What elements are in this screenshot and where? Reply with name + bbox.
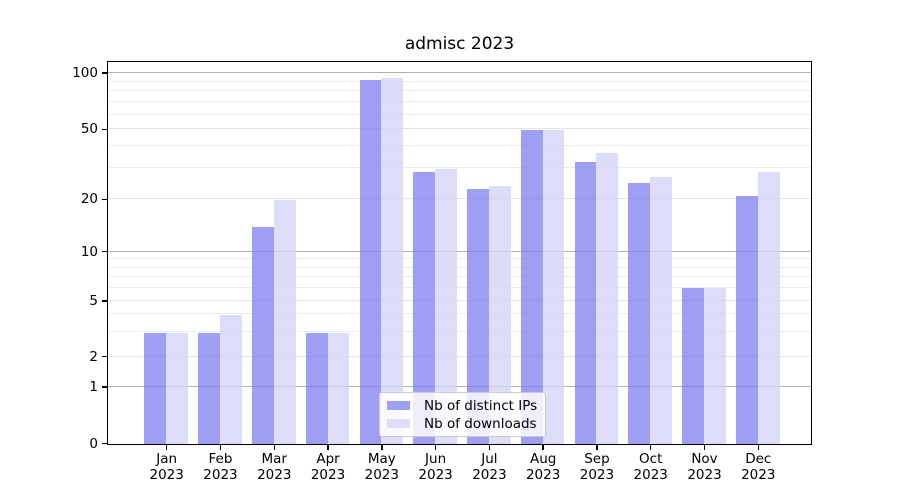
gridline-y-30 xyxy=(108,167,811,169)
y-tick-label: 2 xyxy=(89,348,98,365)
gridline-y-9 xyxy=(108,258,811,260)
bar-nb-of-distinct-ips-aug-2023 xyxy=(520,129,543,444)
bar-nb-of-downloads-feb-2023 xyxy=(219,315,242,444)
bar-nb-of-downloads-mar-2023 xyxy=(273,199,296,444)
x-tick-label: Apr 2023 xyxy=(310,451,346,483)
bar-nb-of-distinct-ips-jan-2023 xyxy=(144,332,167,444)
gridline-y-90 xyxy=(108,80,811,82)
bar-nb-of-distinct-ips-nov-2023 xyxy=(682,288,704,444)
legend: Nb of distinct IPs Nb of downloads xyxy=(379,392,546,437)
bar-nb-of-downloads-may-2023 xyxy=(381,77,404,444)
gridline-y-4 xyxy=(108,313,811,315)
y-tick-mark-20 xyxy=(102,198,107,201)
bar-nb-of-distinct-ips-jun-2023 xyxy=(413,171,436,444)
bar-nb-of-downloads-aug-2023 xyxy=(542,129,565,444)
chart-title: admisc 2023 xyxy=(404,34,515,54)
x-tick-mark-6 xyxy=(434,445,437,450)
x-tick-mark-10 xyxy=(650,445,652,450)
bar-nb-of-distinct-ips-sep-2023 xyxy=(574,161,597,444)
x-tick-label: May 2023 xyxy=(364,451,399,483)
x-tick-label: Jan 2023 xyxy=(149,451,184,483)
gridline-y-5 xyxy=(108,299,811,301)
y-tick-label: 1 xyxy=(89,379,98,396)
legend-label: Nb of distinct IPs xyxy=(424,397,538,414)
legend-row: Nb of distinct IPs xyxy=(387,399,545,413)
gridline-y-10 xyxy=(108,250,811,252)
bar-nb-of-distinct-ips-oct-2023 xyxy=(628,182,651,444)
x-tick-mark-4 xyxy=(327,445,329,450)
bar-nb-of-downloads-dec-2023 xyxy=(757,171,780,444)
bar-nb-of-downloads-oct-2023 xyxy=(650,177,673,444)
legend-row: Nb of downloads xyxy=(387,417,545,431)
y-tick-mark-2 xyxy=(102,356,107,358)
x-tick-mark-7 xyxy=(488,445,491,450)
gridline-y-20 xyxy=(108,198,811,200)
bar-nb-of-downloads-jan-2023 xyxy=(166,332,188,444)
x-tick-mark-1 xyxy=(166,445,168,450)
x-tick-label: Mar 2023 xyxy=(257,451,292,483)
gridline-y-80 xyxy=(108,90,811,92)
gridline-y-2 xyxy=(108,355,811,357)
gridline-y-7 xyxy=(108,276,811,277)
bar-nb-of-downloads-jul-2023 xyxy=(488,186,511,444)
x-tick-label: Sep 2023 xyxy=(579,451,615,483)
bar-nb-of-downloads-apr-2023 xyxy=(327,332,350,444)
plot-canvas xyxy=(108,62,811,444)
plot-area xyxy=(107,61,812,445)
bar-nb-of-distinct-ips-dec-2023 xyxy=(735,196,758,444)
x-tick-label: Jun 2023 xyxy=(418,451,453,483)
legend-swatch-distinct-ips xyxy=(387,400,410,411)
x-tick-label: Dec 2023 xyxy=(741,451,776,483)
gridline-y-1 xyxy=(108,386,811,388)
y-tick-label: 0 xyxy=(89,435,98,452)
x-tick-label: Feb 2023 xyxy=(203,451,238,483)
y-tick-label: 5 xyxy=(89,292,98,309)
x-tick-mark-3 xyxy=(273,445,275,450)
y-tick-mark-1 xyxy=(102,386,107,388)
bar-nb-of-distinct-ips-mar-2023 xyxy=(251,226,274,444)
bar-nb-of-downloads-jun-2023 xyxy=(435,168,457,444)
legend-swatch-downloads xyxy=(387,418,410,429)
y-tick-mark-10 xyxy=(102,251,107,253)
x-tick-label: Oct 2023 xyxy=(633,451,668,483)
y-tick-label: 50 xyxy=(80,121,98,138)
x-tick-mark-12 xyxy=(757,445,759,450)
y-tick-label: 20 xyxy=(80,191,98,208)
x-tick-label: Jul 2023 xyxy=(472,451,507,483)
gridline-y-3 xyxy=(108,331,811,333)
gridline-y-60 xyxy=(108,113,811,115)
y-tick-mark-5 xyxy=(102,300,107,302)
y-tick-label: 10 xyxy=(80,243,98,260)
bar-nb-of-downloads-nov-2023 xyxy=(704,288,726,444)
x-tick-label: Nov 2023 xyxy=(687,451,722,483)
y-tick-label: 100 xyxy=(72,64,98,81)
gridline-y-50 xyxy=(108,128,811,130)
gridline-y-40 xyxy=(108,145,811,147)
gridline-y-6 xyxy=(108,286,811,288)
x-tick-mark-2 xyxy=(219,445,222,450)
gridline-y-8 xyxy=(108,266,811,268)
gridline-y-100 xyxy=(108,71,811,73)
x-tick-mark-8 xyxy=(542,445,544,450)
y-tick-mark-0 xyxy=(102,442,107,445)
bar-nb-of-distinct-ips-feb-2023 xyxy=(198,332,220,444)
bar-nb-of-distinct-ips-jul-2023 xyxy=(467,189,489,444)
x-tick-mark-9 xyxy=(596,445,598,450)
legend-label: Nb of downloads xyxy=(424,415,537,432)
bar-nb-of-distinct-ips-apr-2023 xyxy=(305,332,328,444)
x-tick-mark-5 xyxy=(381,445,383,450)
bar-nb-of-distinct-ips-may-2023 xyxy=(359,80,382,444)
bar-nb-of-downloads-sep-2023 xyxy=(596,152,619,444)
y-tick-mark-50 xyxy=(102,128,107,131)
x-tick-mark-11 xyxy=(703,445,706,450)
y-tick-mark-100 xyxy=(102,72,107,74)
x-tick-label: Aug 2023 xyxy=(525,451,561,483)
gridline-y-70 xyxy=(108,100,811,102)
